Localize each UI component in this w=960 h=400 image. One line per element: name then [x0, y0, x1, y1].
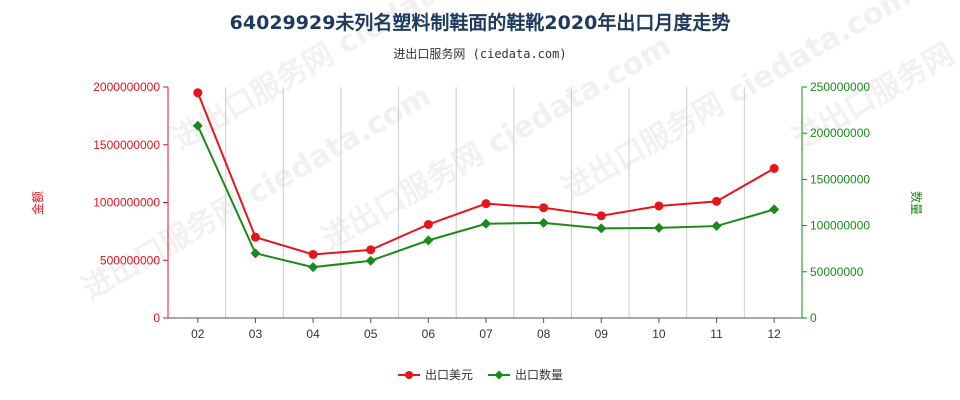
x-tick-label: 08: [537, 327, 551, 341]
legend-marker: [494, 370, 504, 380]
series-1-point: [654, 201, 664, 211]
series-2-point: [769, 204, 780, 215]
chart-subtitle: 进出口服务网 (ciedata.com): [393, 46, 566, 61]
axes-group: 0500000000100000000015000000002000000000…: [93, 80, 870, 341]
x-tick-label: 09: [595, 327, 609, 341]
legend: 出口美元 出口数量: [398, 367, 563, 382]
x-tick-label: 03: [249, 327, 263, 341]
right-tick-label: 150000000: [810, 172, 870, 186]
right-tick-label: 0: [810, 311, 817, 325]
series-1-point: [308, 249, 318, 259]
left-tick-label: 2000000000: [93, 80, 160, 94]
x-tick-label: 07: [479, 327, 493, 341]
legend-label: 出口美元: [425, 368, 473, 382]
x-tick-label: 11: [710, 327, 723, 341]
series-2-point: [481, 218, 491, 229]
series-1-point: [193, 88, 203, 98]
series-1-point: [539, 203, 549, 213]
legend-marker: [405, 371, 413, 379]
left-tick-label: 1500000000: [93, 138, 160, 152]
x-tick-label: 05: [364, 327, 378, 341]
right-tick-label: 100000000: [810, 219, 870, 233]
chart-title: 64029929未列名塑料制鞋面的鞋靴2020年出口月度走势: [230, 11, 731, 34]
series-group: [192, 88, 780, 273]
right-axis-label: 数量: [909, 191, 924, 215]
series-1-point: [481, 199, 491, 209]
series-1-point: [712, 196, 722, 206]
right-tick-label: 200000000: [810, 126, 870, 140]
series-1-point: [250, 232, 260, 242]
right-tick-label: 50000000: [810, 265, 864, 279]
series-1-point: [769, 163, 779, 173]
series-2-point: [711, 221, 722, 232]
grid-group: [225, 87, 803, 318]
series-2-point: [250, 248, 261, 259]
x-tick-label: 12: [768, 327, 782, 341]
series-2-point: [538, 217, 549, 228]
series-2-point: [308, 262, 319, 273]
left-tick-label: 1000000000: [93, 196, 160, 210]
series-1-point: [596, 211, 606, 221]
left-tick-label: 0: [153, 311, 160, 325]
series-2-point: [596, 223, 607, 234]
x-tick-label: 02: [191, 327, 205, 341]
left-tick-label: 500000000: [100, 253, 160, 267]
x-tick-label: 10: [652, 327, 666, 341]
series-2-point: [653, 222, 664, 233]
left-axis-label: 金额: [30, 191, 45, 215]
legend-label: 出口数量: [515, 367, 563, 382]
x-tick-label: 04: [306, 327, 320, 341]
right-tick-label: 250000000: [810, 80, 870, 94]
series-2-point: [423, 235, 434, 246]
series-1-point: [366, 245, 376, 255]
series-1-point: [423, 219, 433, 229]
series-2-point: [192, 120, 203, 131]
series-2-point: [365, 255, 376, 266]
x-tick-label: 06: [422, 327, 436, 341]
